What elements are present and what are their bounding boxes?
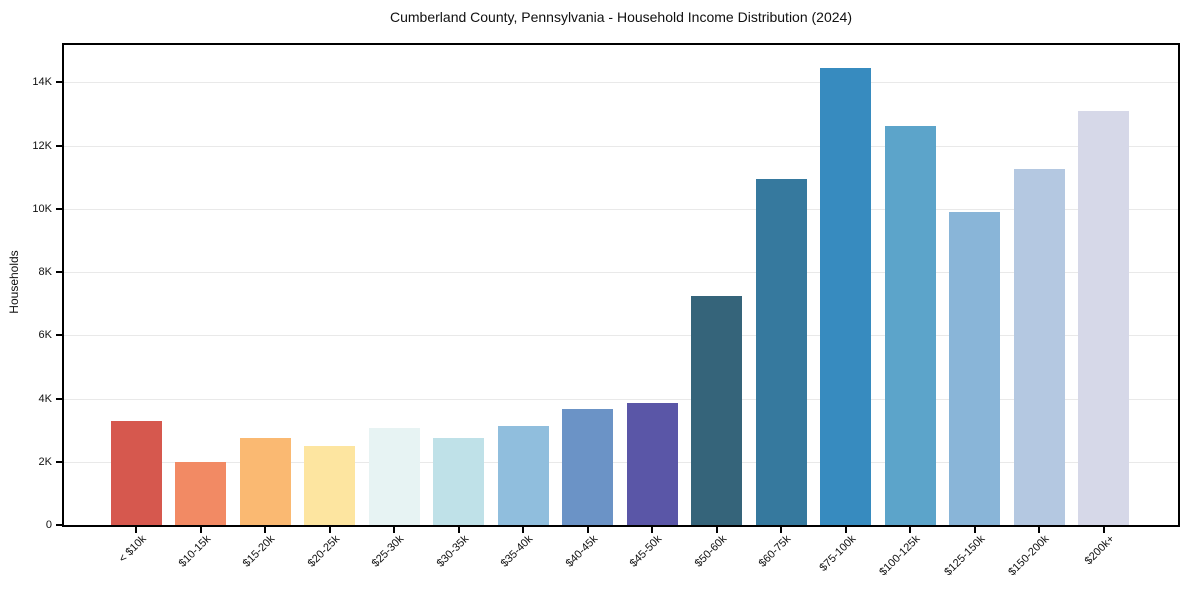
x-tick-mark-$20-25k xyxy=(329,527,331,533)
gridline-2000 xyxy=(64,462,1178,463)
bar-$200k+ xyxy=(1078,111,1129,525)
x-tick-label-text: $100-125k xyxy=(877,533,923,579)
x-tick-mark-$25-30k xyxy=(393,527,395,533)
x-tick-label-text: $60-75k xyxy=(756,533,794,570)
bar-$40-45k xyxy=(562,409,613,525)
y-tick-label-8K: 8K xyxy=(38,266,52,278)
gridline-4000 xyxy=(64,399,1178,400)
gridline-8000 xyxy=(64,272,1178,273)
x-tick-mark-$45-50k xyxy=(651,527,653,533)
x-tick-mark-$125-150k xyxy=(974,527,976,533)
x-tick-mark-$10-15k xyxy=(200,527,202,533)
x-tick-mark-< $10k xyxy=(135,527,137,533)
x-tick-label-text: $125-150k xyxy=(942,533,988,579)
y-tick-mark-0 xyxy=(56,524,62,526)
x-tick-label-text: $30-35k xyxy=(434,533,472,570)
x-tick-mark-$150-200k xyxy=(1038,527,1040,533)
gridline-14000 xyxy=(64,82,1178,83)
x-tick-label-text: $40-45k xyxy=(563,533,601,570)
y-tick-mark-6K xyxy=(56,334,62,336)
chart-title: Cumberland County, Pennsylvania - Househ… xyxy=(390,9,852,25)
x-tick-label-text: $15-20k xyxy=(240,533,278,570)
y-tick-label-14K: 14K xyxy=(32,76,52,88)
y-tick-mark-12K xyxy=(56,145,62,147)
x-tick-label-text: $150-200k xyxy=(1006,533,1052,579)
x-tick-mark-$60-75k xyxy=(780,527,782,533)
x-tick-mark-$15-20k xyxy=(264,527,266,533)
y-tick-label-6K: 6K xyxy=(38,329,52,341)
bar-$50-60k xyxy=(691,296,742,525)
bar-$25-30k xyxy=(369,428,420,525)
bar-< $10k xyxy=(111,421,162,525)
gridline-10000 xyxy=(64,209,1178,210)
y-tick-label-12K: 12K xyxy=(32,140,52,152)
x-tick-label-text: $45-50k xyxy=(627,533,665,570)
y-tick-mark-4K xyxy=(56,398,62,400)
y-tick-mark-10K xyxy=(56,208,62,210)
y-tick-mark-2K xyxy=(56,461,62,463)
x-tick-mark-$50-60k xyxy=(716,527,718,533)
x-tick-label-text: $10-15k xyxy=(176,533,214,570)
y-tick-label-10K: 10K xyxy=(32,203,52,215)
x-tick-label-text: $75-100k xyxy=(817,533,859,574)
bar-$15-20k xyxy=(240,438,291,525)
y-tick-mark-14K xyxy=(56,81,62,83)
y-tick-label-0: 0 xyxy=(45,519,52,531)
x-tick-label-text: $25-30k xyxy=(369,533,407,570)
y-axis-label: Households xyxy=(7,250,21,314)
bar-$10-15k xyxy=(175,462,226,525)
y-tick-label-2K: 2K xyxy=(38,456,52,468)
y-tick-label-4K: 4K xyxy=(38,393,52,405)
x-tick-label-text: $200k+ xyxy=(1082,533,1117,568)
bar-$45-50k xyxy=(627,403,678,525)
x-tick-mark-$40-45k xyxy=(587,527,589,533)
x-tick-mark-$100-125k xyxy=(909,527,911,533)
bar-$150-200k xyxy=(1014,169,1065,525)
x-tick-label-text: $20-25k xyxy=(305,533,343,570)
gridline-6000 xyxy=(64,335,1178,336)
x-tick-label-text: < $10k xyxy=(116,533,149,566)
x-tick-label-text: $35-40k xyxy=(498,533,536,570)
bar-$60-75k xyxy=(756,179,807,525)
gridline-12000 xyxy=(64,146,1178,147)
x-tick-mark-$35-40k xyxy=(522,527,524,533)
x-tick-label-text: $50-60k xyxy=(692,533,730,570)
plot-area: 0 2K 4K 6K 8K 10K 12K 14K < $10k $10-15k $15-20k $2… xyxy=(32,43,1180,578)
bar-$20-25k xyxy=(304,446,355,525)
bar-$35-40k xyxy=(498,426,549,525)
x-tick-mark-$200k+ xyxy=(1103,527,1105,533)
x-tick-mark-$30-35k xyxy=(458,527,460,533)
bar-$30-35k xyxy=(433,438,484,525)
bar-$75-100k xyxy=(820,68,871,525)
bar-$125-150k xyxy=(949,212,1000,525)
bar-$100-125k xyxy=(885,126,936,525)
x-tick-mark-$75-100k xyxy=(845,527,847,533)
y-tick-mark-8K xyxy=(56,271,62,273)
